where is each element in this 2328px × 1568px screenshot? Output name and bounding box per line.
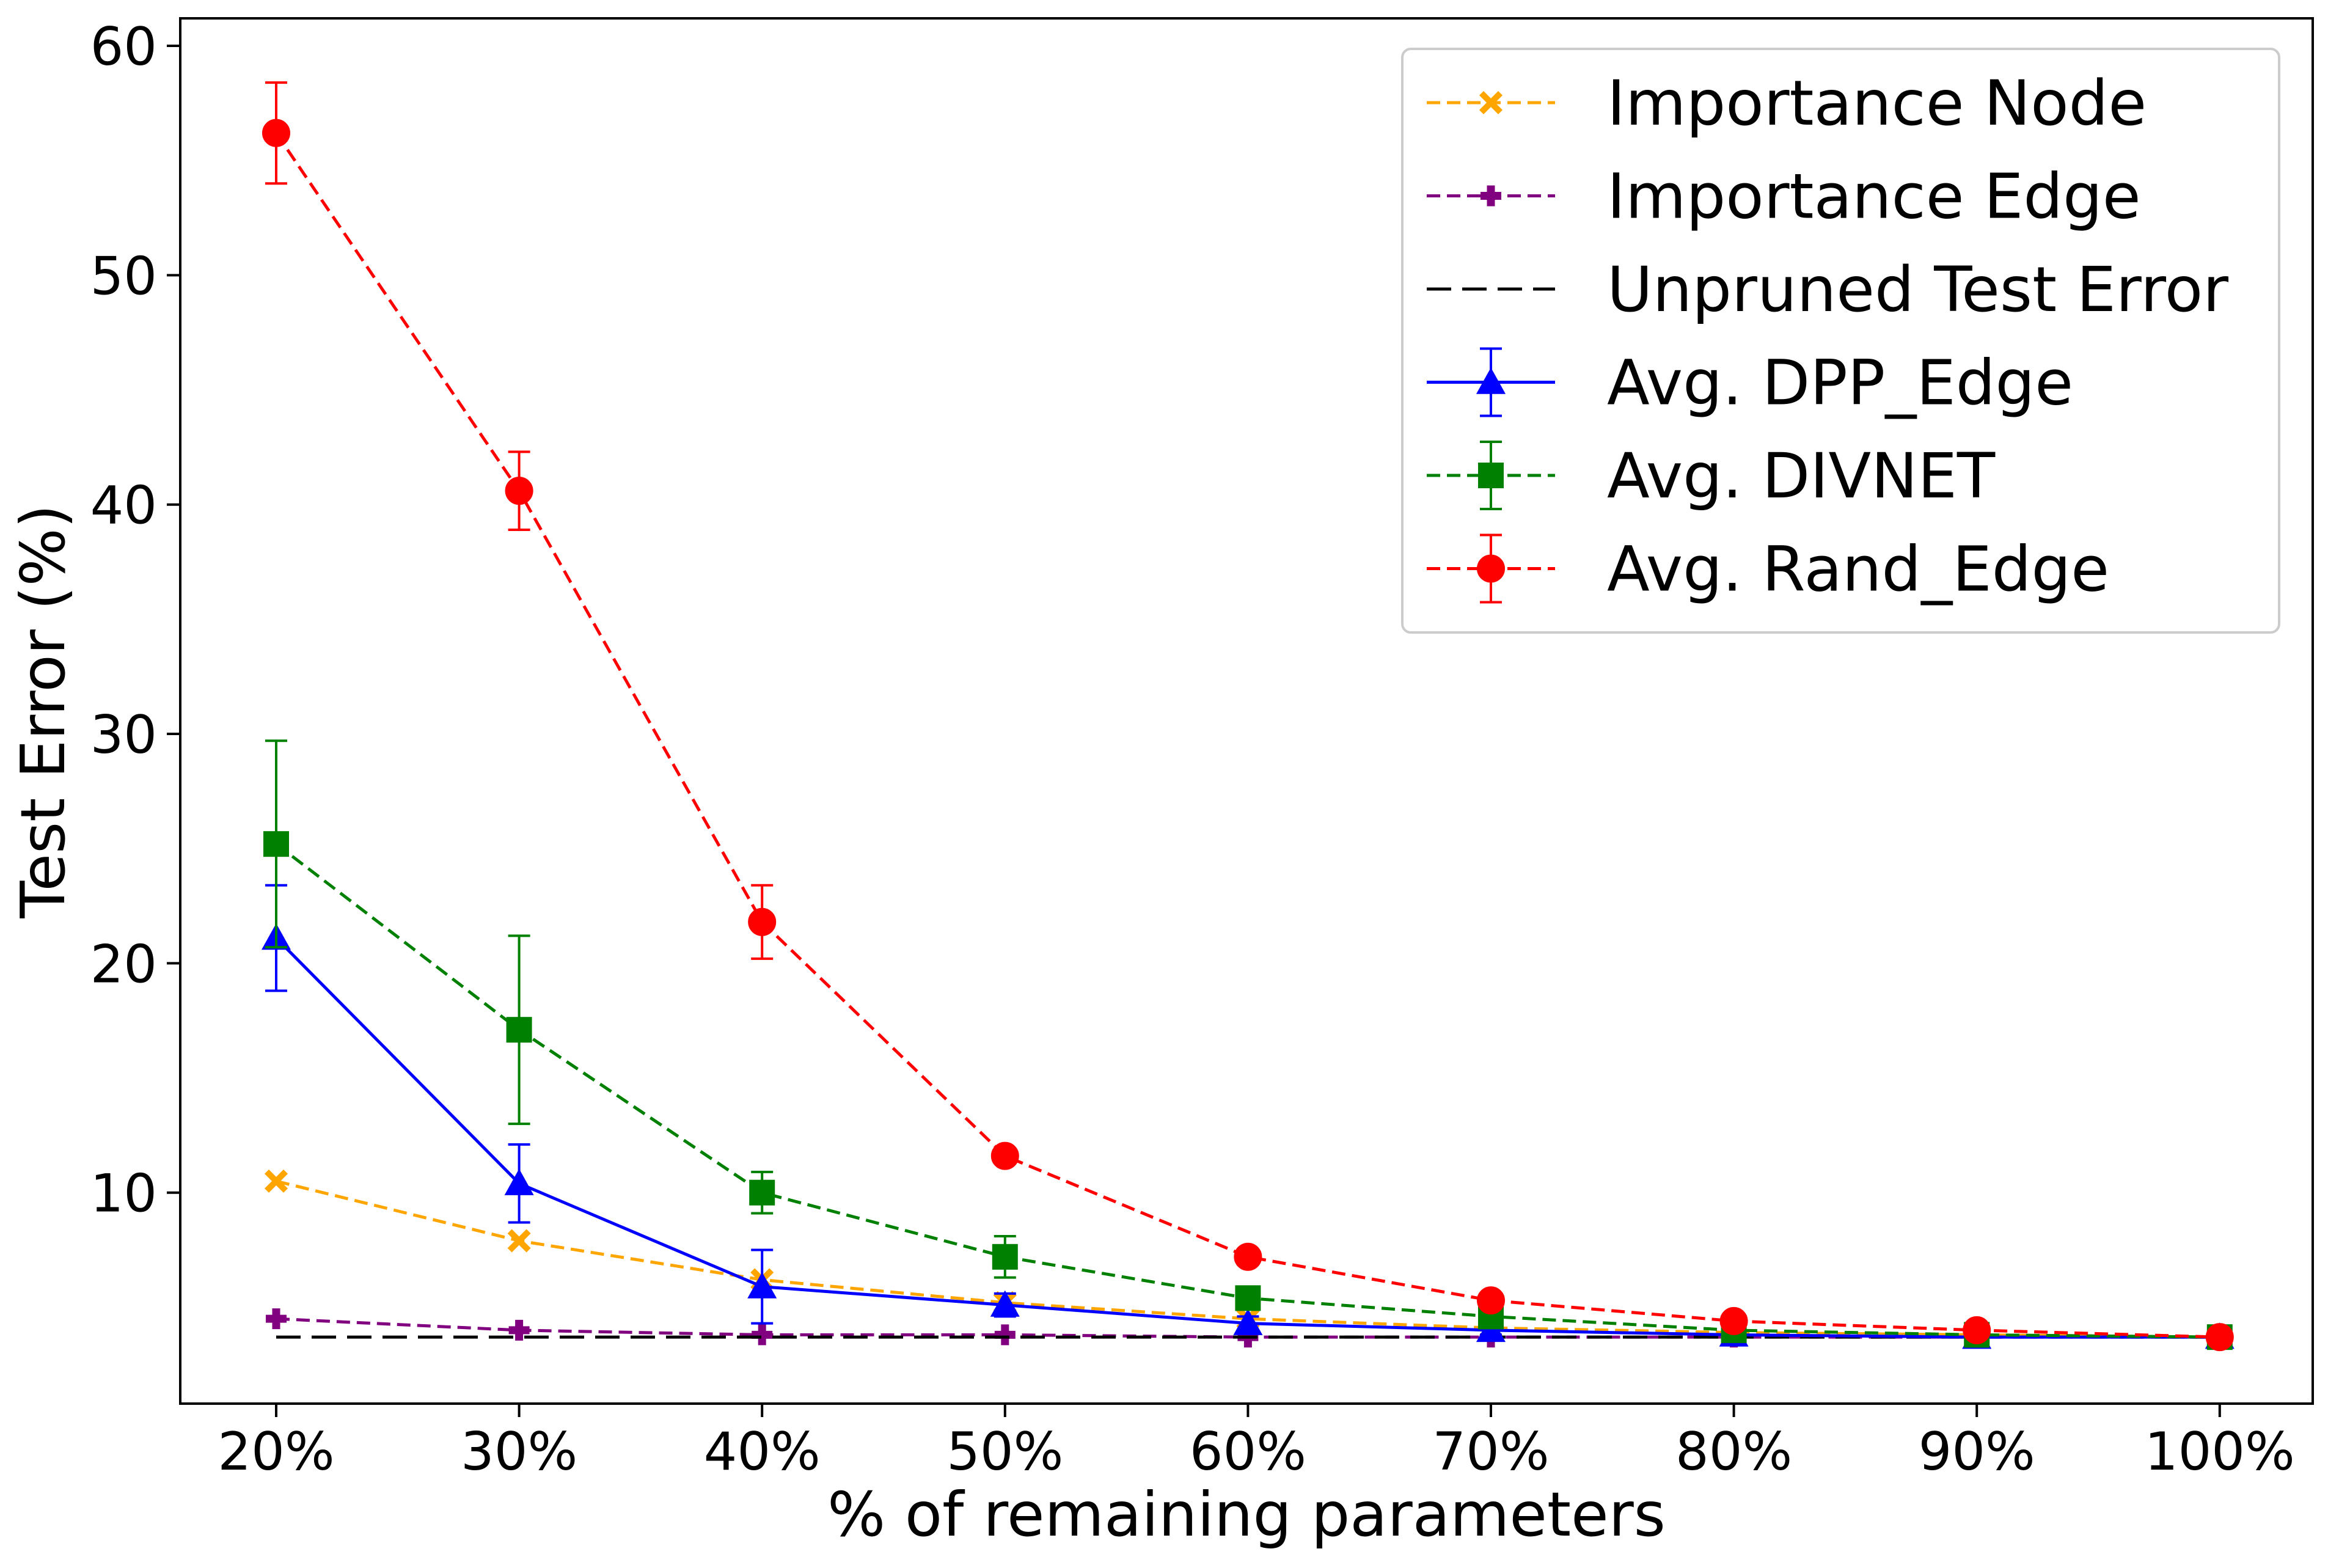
legend-marker: [1481, 185, 1501, 207]
y-tick-label: 10: [90, 1163, 157, 1225]
data-point: [749, 1179, 775, 1206]
y-axis-label: Test Error (%): [7, 504, 79, 918]
data-point: [752, 1324, 773, 1346]
data-point: [994, 1324, 1016, 1346]
legend-item: Avg. DIVNET: [1427, 440, 1996, 513]
x-tick-label: 60%: [1190, 1421, 1306, 1482]
y-tick-label: 40: [90, 475, 157, 537]
legend-item: Avg. Rand_Edge: [1427, 533, 2109, 606]
x-tick-label: 80%: [1675, 1421, 1792, 1482]
data-point: [505, 477, 533, 505]
legend-label: Avg. DPP_Edge: [1607, 347, 2073, 420]
data-point: [990, 1290, 1020, 1317]
legend-item: Unpruned Test Error: [1427, 254, 2228, 326]
x-tick-label: 20%: [218, 1421, 334, 1482]
legend-item: Avg. DPP_Edge: [1427, 347, 2073, 420]
data-point: [265, 1169, 288, 1193]
x-tick-label: 90%: [1919, 1421, 2035, 1482]
data-point: [1234, 1242, 1262, 1271]
x-tick-label: 50%: [946, 1421, 1063, 1482]
legend-label: Unpruned Test Error: [1607, 254, 2228, 326]
data-point: [507, 1229, 531, 1253]
data-point: [1477, 1286, 1505, 1315]
legend: Importance Node Importance Edge Unpruned T…: [1401, 48, 2280, 634]
x-axis-label: % of remaining parameters: [827, 1479, 1666, 1550]
data-point: [506, 1017, 532, 1043]
data-point: [748, 907, 777, 936]
legend-item: Importance Edge: [1427, 161, 2141, 233]
y-tick-label: 60: [90, 16, 157, 78]
series-5: [262, 81, 2234, 1352]
data-point: [1719, 1306, 1748, 1335]
legend-label: Importance Edge: [1607, 161, 2141, 233]
legend-item: Importance Node: [1427, 67, 2147, 140]
x-tick-label: 30%: [461, 1421, 577, 1482]
data-point: [1963, 1316, 1991, 1344]
legend-marker: [1476, 367, 1506, 394]
series-3: [262, 884, 2235, 1349]
x-tick-label: 100%: [2145, 1421, 2295, 1482]
data-point: [1235, 1285, 1261, 1311]
y-tick-label: 50: [90, 246, 157, 307]
x-tick-label: 70%: [1432, 1421, 1549, 1482]
legend-marker: [1478, 463, 1504, 488]
data-point: [262, 119, 290, 147]
data-point: [266, 1308, 287, 1330]
plot-layer: [262, 81, 2235, 1352]
legend-marker: [1479, 91, 1503, 114]
data-point: [992, 1244, 1018, 1270]
data-point: [747, 1272, 777, 1299]
series-line: [276, 1179, 2220, 1339]
data-point: [2205, 1323, 2234, 1352]
legend-label: Avg. DIVNET: [1607, 440, 1996, 513]
y-tick-label: 20: [90, 934, 157, 995]
legend-marker: [1477, 554, 1505, 583]
data-point: [504, 1168, 534, 1195]
series-line: [274, 132, 2220, 1339]
legend-frame: [1401, 48, 2280, 634]
plot-frame: [179, 17, 2314, 1405]
data-point: [990, 1141, 1019, 1170]
legend-label: Avg. Rand_Edge: [1607, 533, 2109, 606]
x-tick-label: 40%: [704, 1421, 821, 1482]
y-tick-label: 30: [90, 705, 157, 766]
data-point: [263, 831, 289, 857]
legend-label: Importance Node: [1607, 67, 2147, 140]
series-line: [275, 937, 2220, 1339]
data-point: [1233, 1308, 1263, 1335]
data-point: [508, 1319, 530, 1341]
axes-layer: 20% 30% 40% 50% 60% 70% 80% 90% 100% 10 20 30 40 50 60: [90, 16, 2295, 1482]
